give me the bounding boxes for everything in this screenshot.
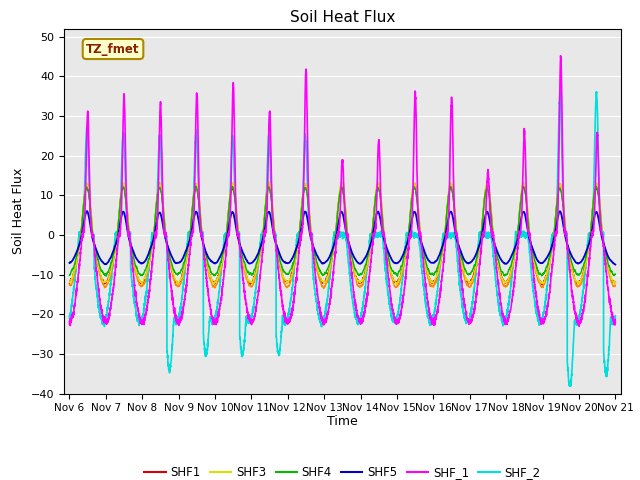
SHF3 — [66, 279, 74, 285]
SHF2 — [374, 180, 382, 185]
SHF_2 — [595, 172, 603, 178]
SHF_2 — [300, 182, 307, 188]
SHF2 — [568, 267, 575, 273]
SHF_1 — [557, 53, 564, 59]
SHF5 — [83, 208, 91, 214]
SHF4 — [325, 262, 333, 268]
SHF4 — [66, 272, 74, 278]
SHF_2 — [568, 372, 575, 378]
SHF1 — [568, 266, 575, 272]
SHF5 — [325, 255, 333, 261]
SHF_1 — [66, 321, 74, 327]
SHF_2 — [611, 313, 619, 319]
SHF3 — [568, 264, 575, 270]
SHF3 — [300, 189, 307, 194]
SHF_2 — [556, 88, 564, 94]
SHF1 — [300, 192, 307, 197]
SHF4 — [463, 268, 470, 274]
SHF2 — [463, 281, 470, 287]
SHF5 — [462, 259, 470, 265]
SHF4 — [102, 274, 110, 279]
SHF_1 — [462, 310, 470, 316]
SHF_2 — [295, 233, 303, 239]
SHF_1 — [611, 320, 619, 325]
Line: SHF4: SHF4 — [70, 186, 615, 276]
SHF1 — [462, 276, 470, 282]
Line: SHF_1: SHF_1 — [70, 56, 615, 326]
SHF4 — [295, 235, 303, 240]
SHF_2 — [566, 384, 574, 389]
SHF1 — [539, 282, 547, 288]
SHF3 — [295, 234, 303, 240]
SHF2 — [325, 272, 333, 278]
Line: SHF3: SHF3 — [70, 182, 615, 284]
Line: SHF_2: SHF_2 — [70, 91, 615, 386]
SHF4 — [300, 190, 307, 196]
SHF_1 — [295, 251, 303, 256]
SHF3 — [325, 269, 333, 275]
SHF2 — [611, 282, 619, 288]
Title: Soil Heat Flux: Soil Heat Flux — [290, 10, 395, 25]
SHF5 — [300, 214, 307, 219]
SHF1 — [411, 183, 419, 189]
SHF2 — [595, 191, 603, 196]
SHF_1 — [325, 305, 333, 311]
Legend: SHF1, SHF2, SHF3, SHF4, SHF5, SHF_1, SHF_2: SHF1, SHF2, SHF3, SHF4, SHF5, SHF_1, SHF… — [140, 461, 545, 480]
SHF1 — [66, 280, 74, 286]
SHF_2 — [462, 319, 470, 324]
SHF1 — [595, 195, 603, 201]
SHF2 — [66, 282, 74, 288]
SHF1 — [295, 236, 303, 242]
SHF5 — [611, 262, 619, 267]
Text: TZ_fmet: TZ_fmet — [86, 43, 140, 56]
SHF1 — [611, 279, 619, 285]
Line: SHF2: SHF2 — [70, 182, 615, 288]
SHF_1 — [575, 324, 583, 329]
Y-axis label: Soil Heat Flux: Soil Heat Flux — [12, 168, 25, 254]
SHF5 — [595, 216, 602, 222]
SHF4 — [595, 196, 603, 202]
SHF4 — [611, 271, 619, 277]
SHF5 — [568, 252, 575, 258]
SHF3 — [392, 281, 400, 287]
SHF2 — [295, 237, 303, 242]
SHF5 — [295, 238, 303, 243]
Line: SHF1: SHF1 — [70, 186, 615, 285]
SHF1 — [325, 268, 333, 274]
SHF2 — [320, 286, 328, 291]
SHF4 — [568, 260, 575, 265]
SHF3 — [595, 190, 603, 196]
SHF4 — [192, 183, 200, 189]
SHF_1 — [300, 208, 307, 214]
SHF5 — [66, 260, 74, 266]
SHF_2 — [325, 286, 333, 291]
SHF3 — [463, 276, 470, 282]
SHF_2 — [66, 315, 74, 321]
Line: SHF5: SHF5 — [70, 211, 615, 264]
SHF_1 — [595, 179, 603, 184]
SHF2 — [300, 190, 307, 196]
SHF3 — [266, 179, 273, 185]
SHF_1 — [568, 288, 575, 294]
SHF3 — [611, 280, 619, 286]
X-axis label: Time: Time — [327, 415, 358, 428]
